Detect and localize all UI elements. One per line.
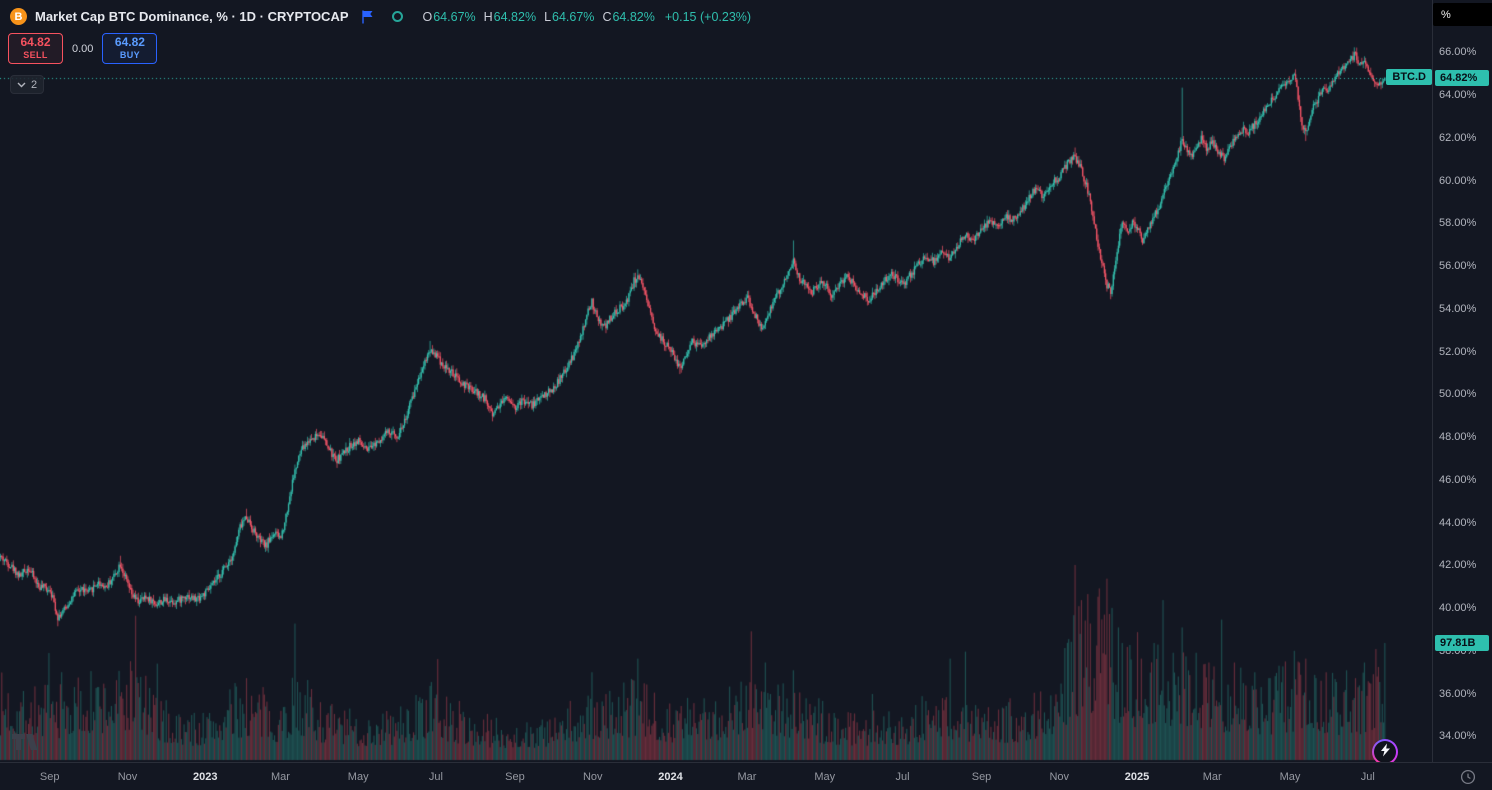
price-axis-label: 46.00% [1439,473,1477,486]
price-axis-label: 56.00% [1439,260,1477,273]
price-axis-label: 50.00% [1439,388,1477,401]
price-scale[interactable]: % 64.82% 97.81B 66.00% 64.00% 62.00% 60.00%… [1432,0,1492,762]
time-axis-label: Nov [117,771,138,783]
time-axis-label: Nov [582,771,603,783]
object-tree-collapse-button[interactable]: 2 [10,75,45,94]
time-axis-label: 2023 [192,771,218,783]
object-count: 2 [31,78,38,91]
last-price-badge: 64.82% [1435,69,1489,86]
time-axis-label: Mar [737,771,757,783]
timezone-clock-icon[interactable] [1460,769,1476,785]
time-axis-label: Mar [270,771,290,783]
price-axis-label: 54.00% [1439,302,1477,315]
time-axis-label: May [1279,771,1301,783]
tradingview-logo[interactable] [12,731,40,755]
price-axis-label: 62.00% [1439,131,1477,144]
price-axis-label: 34.00% [1439,730,1477,743]
price-axis-label: 60.00% [1439,174,1477,187]
price-axis-label: 48.00% [1439,431,1477,444]
flag-icon[interactable] [361,10,374,24]
price-axis-label: 58.00% [1439,217,1477,230]
bitcoin-logo-icon: B [10,8,27,25]
time-axis-label: Sep [971,771,992,783]
price-axis-label: 52.00% [1439,345,1477,358]
price-axis-label: 36.00% [1439,687,1477,700]
quick-action-lightning-button[interactable] [1372,739,1398,765]
price-chart-canvas[interactable] [0,0,1432,762]
symbol-legend[interactable]: B Market Cap BTC Dominance, % · 1D · CRY… [10,7,751,26]
time-axis-label: Jul [895,771,910,783]
price-change: +0.15 (+0.23%) [664,9,752,24]
chart-pane[interactable]: B Market Cap BTC Dominance, % · 1D · CRY… [0,0,1432,765]
time-axis-label: Sep [39,771,60,783]
spread-value: 0.00 [72,42,94,55]
lightning-bolt-icon [1380,743,1391,762]
time-axis-label: 2025 [1124,771,1150,783]
ohlc-values: O64.67% H64.82% L64.67% C64.82% [422,9,655,24]
chevron-down-icon [17,79,26,91]
time-axis-label: Sep [505,771,525,783]
time-axis-label: Jul [428,771,443,783]
buy-sell-widget: 64.82 SELL 0.00 64.82 BUY [8,33,158,64]
time-axis-label: Mar [1202,771,1222,783]
volume-badge: 97.81B [1435,635,1489,651]
price-axis-label: 42.00% [1439,559,1477,572]
time-scale[interactable]: Sep Nov 2023 Mar May Jul Sep Nov 2024 Mar May Jul Se… [0,762,1492,790]
price-axis-label: 64.00% [1439,89,1477,102]
buy-button[interactable]: 64.82 BUY [102,33,158,64]
time-axis-label: Jul [1360,771,1375,783]
time-axis-label: 2024 [658,771,683,783]
time-axis-label: Nov [1049,771,1070,783]
price-scale-percent-button[interactable]: % [1433,3,1492,26]
price-axis-label: 44.00% [1439,516,1477,529]
last-price-symbol-badge: BTC.D [1386,68,1432,85]
symbol-title[interactable]: Market Cap BTC Dominance, % · 1D · CRYPT… [35,9,349,24]
status-dot-icon [391,11,403,22]
time-axis-label: May [814,771,836,783]
time-axis-label: May [347,771,369,783]
sell-button[interactable]: 64.82 SELL [8,33,63,64]
price-axis-label: 40.00% [1439,602,1477,615]
price-axis-label: 66.00% [1439,46,1477,59]
